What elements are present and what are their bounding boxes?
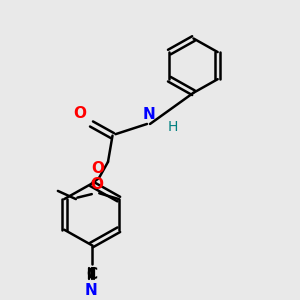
Text: N: N xyxy=(142,106,155,122)
Text: O: O xyxy=(73,106,86,121)
Text: O: O xyxy=(90,177,103,192)
Text: H: H xyxy=(167,121,178,134)
Text: C: C xyxy=(86,267,97,282)
Text: N: N xyxy=(85,283,98,298)
Text: O: O xyxy=(91,160,104,175)
